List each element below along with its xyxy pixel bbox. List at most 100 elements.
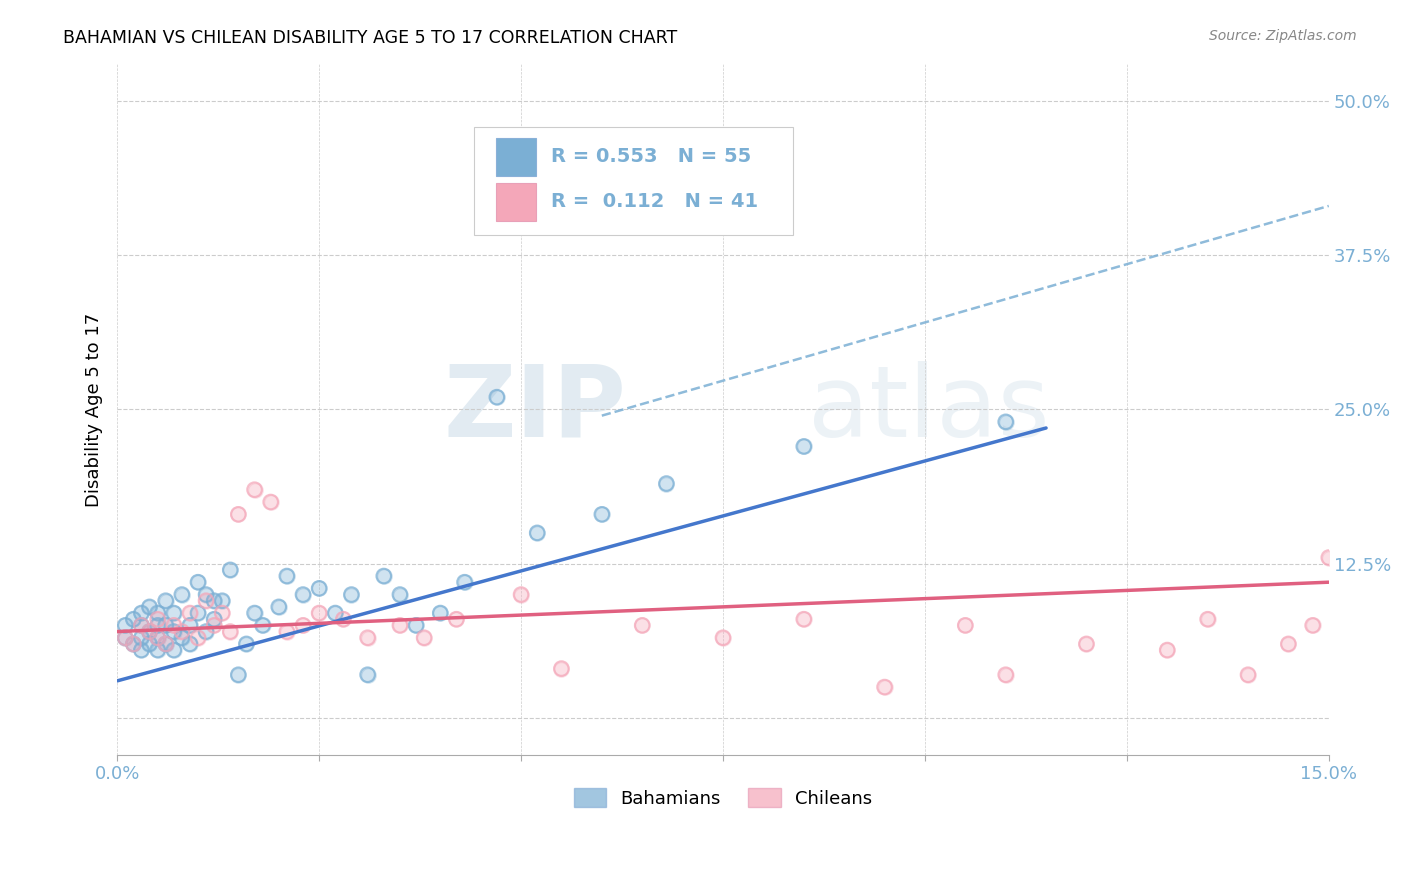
Point xyxy=(122,637,145,651)
Point xyxy=(170,588,193,602)
Point xyxy=(308,606,330,620)
Point xyxy=(332,612,354,626)
Point xyxy=(510,588,533,602)
Point xyxy=(994,415,1017,429)
Point xyxy=(211,606,233,620)
Y-axis label: Disability Age 5 to 17: Disability Age 5 to 17 xyxy=(86,312,103,507)
Point xyxy=(243,606,266,620)
Point xyxy=(260,495,283,509)
Point xyxy=(179,618,201,632)
Point xyxy=(413,631,436,645)
Point xyxy=(323,606,346,620)
Point xyxy=(187,606,209,620)
Point xyxy=(228,508,250,522)
Text: BAHAMIAN VS CHILEAN DISABILITY AGE 5 TO 17 CORRELATION CHART: BAHAMIAN VS CHILEAN DISABILITY AGE 5 TO … xyxy=(63,29,678,46)
Point xyxy=(138,637,160,651)
Point xyxy=(526,525,548,540)
Point xyxy=(793,440,815,454)
Point xyxy=(187,631,209,645)
Text: Source: ZipAtlas.com: Source: ZipAtlas.com xyxy=(1209,29,1357,43)
Point xyxy=(131,618,153,632)
Point xyxy=(146,631,169,645)
Point xyxy=(195,624,218,639)
Point xyxy=(356,667,378,681)
Point xyxy=(1076,637,1098,651)
Point xyxy=(131,618,153,632)
Point xyxy=(550,661,572,675)
Point xyxy=(187,606,209,620)
Point xyxy=(228,508,250,522)
Point xyxy=(793,612,815,626)
Point xyxy=(146,618,169,632)
Point xyxy=(405,618,427,632)
Point xyxy=(211,606,233,620)
Point xyxy=(170,631,193,645)
Point xyxy=(114,618,136,632)
Point xyxy=(276,569,298,583)
Point xyxy=(131,631,153,645)
Point xyxy=(388,618,411,632)
Point xyxy=(793,612,815,626)
Point xyxy=(873,680,896,694)
Point xyxy=(146,612,169,626)
Point xyxy=(655,476,678,491)
Point xyxy=(179,637,201,651)
Point xyxy=(1302,618,1324,632)
Point xyxy=(1277,637,1299,651)
Point xyxy=(267,599,290,614)
Point xyxy=(356,631,378,645)
Point xyxy=(155,637,177,651)
Point xyxy=(356,667,378,681)
Text: R =  0.112   N = 41: R = 0.112 N = 41 xyxy=(551,193,758,211)
Point xyxy=(252,618,274,632)
Point xyxy=(138,599,160,614)
Point xyxy=(195,588,218,602)
Point xyxy=(388,588,411,602)
Point xyxy=(711,631,734,645)
Point xyxy=(1317,550,1340,565)
Point xyxy=(405,618,427,632)
Point xyxy=(994,667,1017,681)
Text: atlas: atlas xyxy=(808,361,1049,458)
Text: ZIP: ZIP xyxy=(443,361,626,458)
Point xyxy=(228,667,250,681)
Point xyxy=(146,606,169,620)
Point xyxy=(1277,637,1299,651)
Point xyxy=(138,637,160,651)
Point xyxy=(202,618,225,632)
Point xyxy=(1156,643,1178,657)
Point xyxy=(146,618,169,632)
Point xyxy=(170,624,193,639)
Point xyxy=(332,612,354,626)
Point xyxy=(526,525,548,540)
Point xyxy=(235,637,257,651)
Point xyxy=(131,618,153,632)
Point xyxy=(340,588,363,602)
Point xyxy=(131,618,153,632)
Point xyxy=(211,593,233,607)
Point xyxy=(276,569,298,583)
Point xyxy=(291,588,314,602)
Point xyxy=(446,612,468,626)
Point xyxy=(550,661,572,675)
Point xyxy=(243,606,266,620)
Point xyxy=(155,637,177,651)
Point xyxy=(591,508,613,522)
Point xyxy=(631,618,654,632)
Point xyxy=(373,569,395,583)
Point xyxy=(793,440,815,454)
Point xyxy=(114,631,136,645)
Point xyxy=(163,606,186,620)
Point xyxy=(146,606,169,620)
Point xyxy=(485,390,508,404)
Point xyxy=(219,563,242,577)
Point xyxy=(163,618,186,632)
Point xyxy=(276,624,298,639)
Point xyxy=(195,593,218,607)
Point xyxy=(146,643,169,657)
Point xyxy=(114,631,136,645)
Point xyxy=(163,624,186,639)
Point xyxy=(453,575,475,590)
Point xyxy=(1197,612,1219,626)
Point xyxy=(179,606,201,620)
